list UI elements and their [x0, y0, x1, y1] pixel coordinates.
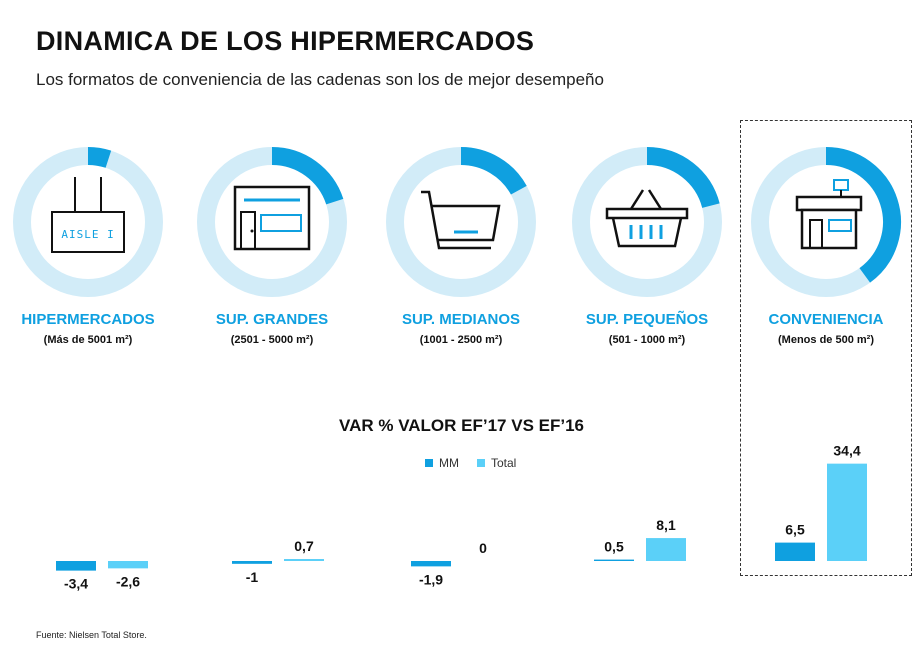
format-ring [751, 147, 901, 297]
legend-label-mm: MM [439, 456, 459, 470]
ring-segment [87, 147, 112, 168]
ring-segment [460, 147, 527, 195]
source-note: Fuente: Nielsen Total Store. [36, 630, 147, 640]
bar-total [646, 538, 686, 561]
format-name: SUP. MEDIANOS [401, 311, 521, 328]
bar-value-label: 0,7 [294, 538, 314, 554]
bar-value-label: 34,4 [833, 443, 860, 459]
convenience-store-icon [795, 179, 863, 250]
format-size: (Menos de 500 m²) [778, 334, 874, 346]
bar-value-label: 0,5 [604, 539, 624, 555]
shopping-basket-icon [605, 189, 689, 248]
ring-segment [271, 147, 344, 205]
bar-total [108, 561, 148, 569]
highlight-box [740, 120, 912, 576]
format-name: SUP. GRANDES [215, 311, 329, 328]
chart-title: VAR % VALOR EF’17 VS EF’16 [339, 416, 584, 435]
chart-legend: MM Total [425, 456, 516, 470]
format-size: (2501 - 5000 m²) [230, 334, 314, 346]
format-ring [13, 147, 163, 297]
bar-total [284, 559, 324, 561]
bar-mm [411, 561, 451, 567]
format-ring [572, 147, 722, 297]
bar-value-label: -2,6 [116, 573, 140, 589]
legend-swatch-mm [425, 459, 433, 467]
format-name: HIPERMERCADOS [21, 311, 155, 328]
bar-mm [775, 542, 815, 561]
bar-value-label: -1,9 [419, 571, 443, 587]
ring-segment [825, 147, 901, 283]
bar-total [827, 463, 867, 561]
format-size: (501 - 1000 m²) [608, 334, 686, 346]
bar-mm [232, 561, 272, 564]
bar-value-label: -3,4 [64, 576, 88, 592]
bar-value-label: 0 [479, 540, 487, 556]
bar-mm [56, 561, 96, 571]
bar-value-label: -1 [246, 569, 259, 585]
format-name: CONVENIENCIA [768, 311, 884, 328]
aisle-sign-text: AISLE I [61, 228, 114, 241]
format-ring [386, 147, 536, 297]
bar-value-label: 6,5 [785, 522, 805, 538]
format-size: (Más de 5001 m²) [43, 334, 133, 346]
store-front-icon [233, 185, 311, 251]
legend-swatch-total [477, 459, 485, 467]
ring-segment [646, 147, 720, 209]
bar-mm [594, 559, 634, 561]
shopping-cart-icon [421, 190, 501, 250]
legend-label-total: Total [491, 456, 517, 470]
page-title: DINAMICA DE LOS HIPERMERCADOS [36, 26, 535, 56]
aisle-sign-icon: AISLE I [51, 177, 125, 253]
format-ring [197, 147, 347, 297]
format-size: (1001 - 2500 m²) [419, 334, 503, 346]
page-subtitle: Los formatos de conveniencia de las cade… [36, 70, 604, 89]
bar-value-label: 8,1 [656, 517, 676, 533]
format-name: SUP. PEQUEÑOS [585, 311, 709, 328]
